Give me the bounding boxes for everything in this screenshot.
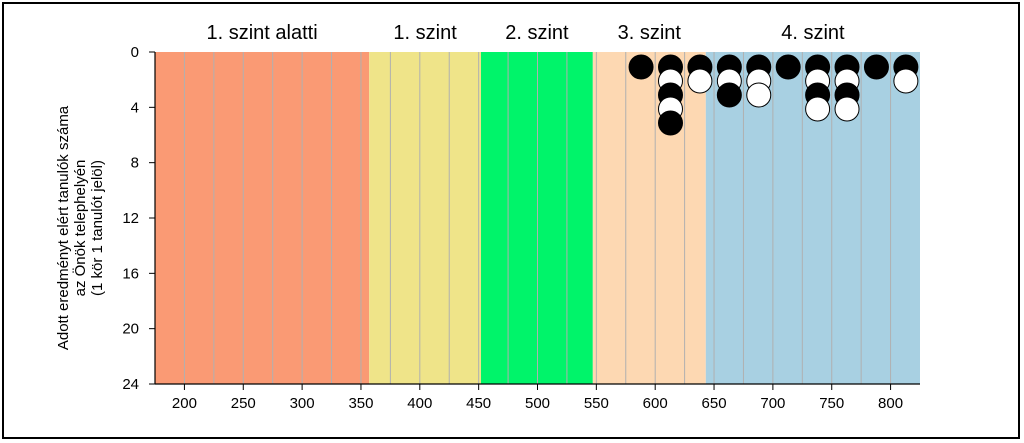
x-tick-label: 450	[466, 395, 491, 412]
student-dot-white	[893, 68, 919, 94]
axes	[149, 51, 920, 390]
x-tick-label: 500	[525, 395, 550, 412]
level-band-2	[369, 52, 482, 384]
student-dot-black	[863, 54, 889, 80]
y-tick-labels: 0 4 8 12 16 20 24	[122, 44, 139, 393]
x-tick-label: 550	[584, 395, 609, 412]
student-dot-black	[716, 82, 742, 108]
y-axis-label-line: Adott eredményt elért tanulók száma	[55, 105, 72, 350]
level-label-5: 4. szint	[781, 22, 845, 44]
student-dot-black	[657, 110, 683, 136]
level-label-1: 1. szint alatti	[207, 22, 318, 44]
level-label-4: 3. szint	[618, 22, 682, 44]
x-tick-label: 750	[819, 395, 844, 412]
x-tick-label: 300	[290, 395, 315, 412]
x-tick-label: 400	[407, 395, 432, 412]
level-band-1	[155, 52, 370, 384]
y-tick-label: 4	[131, 99, 139, 116]
x-tick-label: 800	[878, 395, 903, 412]
y-tick-label: 24	[122, 376, 139, 393]
student-dot-white	[805, 96, 831, 122]
x-tick-label: 350	[348, 395, 373, 412]
y-axis-label-line: (1 kör 1 tanulót jelöl)	[89, 160, 106, 296]
x-tick-label: 600	[643, 395, 668, 412]
x-tick-labels: 200 250 300 350 400 450 500 550 600 650 700 750 800	[172, 395, 903, 412]
x-tick-label: 650	[702, 395, 727, 412]
level-band-4	[592, 52, 706, 384]
student-dot-white	[687, 68, 713, 94]
x-tick-label: 250	[231, 395, 256, 412]
y-axis-label: Adott eredményt elért tanulók számaaz Ön…	[55, 105, 106, 350]
level-band-3	[481, 52, 593, 384]
y-tick-label: 0	[131, 44, 139, 61]
y-axis-label-line: az Önök telephelyén	[71, 160, 89, 297]
student-dot-white	[746, 82, 772, 108]
level-label-2: 1. szint	[393, 22, 457, 44]
y-tick-label: 20	[122, 321, 139, 338]
level-labels: 1. szint alatti 1. szint 2. szint 3. szint 4…	[207, 22, 846, 44]
x-tick-label: 200	[172, 395, 197, 412]
student-dot-black	[628, 54, 654, 80]
student-dot-black	[775, 54, 801, 80]
student-dots	[628, 54, 919, 136]
grid-lines	[183, 52, 892, 384]
student-dot-white	[834, 96, 860, 122]
level-label-3: 2. szint	[505, 22, 569, 44]
x-tick-label: 700	[760, 395, 785, 412]
y-tick-label: 8	[131, 155, 139, 172]
y-tick-label: 12	[122, 210, 139, 227]
y-tick-label: 16	[122, 265, 139, 282]
